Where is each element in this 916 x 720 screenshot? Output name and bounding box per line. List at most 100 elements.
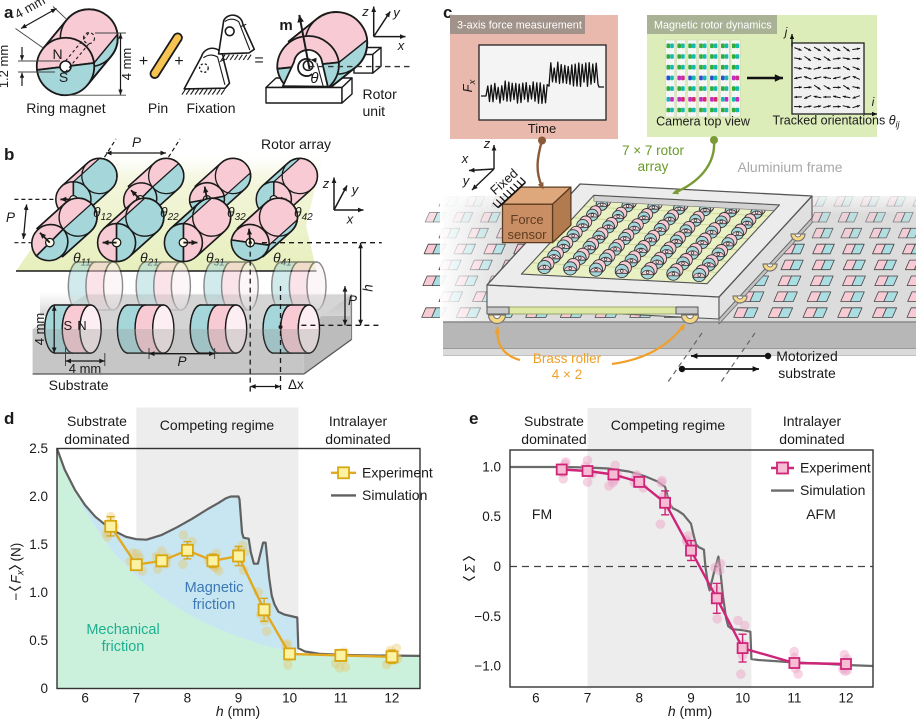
svg-text:0.5: 0.5 (29, 633, 48, 648)
svg-text:Rotor array: Rotor array (261, 136, 331, 152)
svg-text:x: x (397, 38, 405, 53)
svg-text:9: 9 (687, 691, 695, 706)
svg-text:h (mm): h (mm) (668, 703, 712, 719)
svg-text:4 mm: 4 mm (32, 313, 47, 346)
svg-text:1.0: 1.0 (29, 585, 48, 600)
svg-text:12: 12 (838, 691, 853, 706)
svg-text:4 mm: 4 mm (119, 48, 134, 81)
svg-text:z: z (322, 176, 330, 191)
svg-text:Motorized: Motorized (776, 348, 837, 364)
svg-text:−: − (9, 593, 24, 601)
svg-text:AFM: AFM (806, 506, 836, 522)
svg-text:Substrate: Substrate (524, 413, 584, 429)
svg-text:S: S (63, 318, 72, 333)
svg-text:y: y (392, 5, 401, 20)
svg-text:y: y (462, 173, 471, 188)
svg-text:N: N (52, 46, 62, 62)
svg-text:Magnetic: Magnetic (185, 580, 244, 596)
svg-text:Simulation: Simulation (800, 482, 865, 498)
svg-text:6: 6 (81, 691, 89, 706)
svg-text:e: e (469, 409, 478, 428)
svg-text:substrate: substrate (778, 365, 836, 381)
svg-text:i: i (872, 95, 875, 109)
svg-text:Mechanical: Mechanical (86, 622, 159, 638)
svg-text:x: x (346, 212, 354, 227)
svg-text:11: 11 (334, 691, 348, 706)
svg-text:+: + (174, 53, 183, 70)
svg-text:12: 12 (384, 691, 399, 706)
svg-text:Brass roller: Brass roller (533, 351, 602, 366)
svg-text:9: 9 (235, 691, 243, 706)
svg-text:unit: unit (363, 103, 386, 119)
svg-text:friction: friction (102, 639, 145, 655)
svg-text:11: 11 (787, 691, 801, 706)
svg-text:x: x (461, 151, 469, 166)
svg-text:Ring magnet: Ring magnet (26, 100, 105, 116)
svg-text:Intralayer: Intralayer (783, 413, 842, 429)
svg-text:Competing regime: Competing regime (160, 417, 275, 433)
svg-text:d: d (4, 409, 14, 428)
svg-text:dominated: dominated (325, 431, 390, 447)
svg-text:dominated: dominated (521, 431, 586, 447)
svg-text:7: 7 (133, 691, 141, 706)
svg-text:N: N (77, 318, 86, 333)
svg-text:2.5: 2.5 (29, 441, 48, 456)
svg-text:8: 8 (635, 691, 643, 706)
svg-text:0: 0 (40, 681, 48, 696)
svg-text:m: m (279, 17, 292, 34)
svg-text:c: c (443, 3, 452, 22)
svg-text:8: 8 (184, 691, 192, 706)
svg-text:10: 10 (735, 691, 750, 706)
svg-text:θ: θ (310, 70, 318, 87)
svg-text:1.2 mm: 1.2 mm (0, 45, 11, 88)
svg-text:6: 6 (532, 691, 540, 706)
svg-text:Experiment: Experiment (800, 460, 871, 476)
svg-text:h: h (361, 284, 376, 292)
svg-text:(N): (N) (9, 543, 24, 562)
svg-text:b: b (4, 145, 14, 164)
svg-text:2.0: 2.0 (29, 489, 48, 504)
svg-text:j: j (783, 25, 788, 39)
svg-text:0: 0 (493, 559, 501, 574)
svg-text:Experiment: Experiment (362, 465, 433, 481)
svg-text:10: 10 (282, 691, 297, 706)
svg-text:a: a (4, 3, 14, 22)
svg-text:Aluminium frame: Aluminium frame (737, 159, 842, 175)
svg-text:S: S (59, 69, 68, 85)
svg-text:+: + (139, 53, 148, 70)
svg-text:Pin: Pin (148, 100, 168, 116)
svg-text:4 mm: 4 mm (69, 361, 102, 376)
svg-text:FM: FM (532, 506, 552, 522)
svg-text:Camera top view: Camera top view (656, 115, 751, 129)
svg-text:Δx: Δx (288, 377, 304, 392)
svg-text:Σ: Σ (463, 564, 478, 574)
svg-text:Fixation: Fixation (186, 100, 235, 116)
svg-text:sensor: sensor (507, 227, 547, 242)
svg-text:P: P (132, 135, 141, 150)
svg-text:P: P (6, 210, 15, 225)
svg-text:7 × 7 rotor: 7 × 7 rotor (622, 143, 684, 158)
svg-text:Time: Time (528, 121, 556, 136)
svg-text:1.0: 1.0 (482, 460, 501, 475)
svg-text:h (mm): h (mm) (216, 703, 260, 719)
svg-text:Magnetic rotor dynamics: Magnetic rotor dynamics (654, 20, 772, 32)
svg-text:0.5: 0.5 (482, 509, 501, 524)
svg-text:z: z (361, 4, 369, 19)
svg-text:friction: friction (193, 597, 236, 613)
svg-text:Intralayer: Intralayer (329, 413, 388, 429)
svg-text:Competing regime: Competing regime (611, 417, 726, 433)
svg-text:y: y (351, 182, 360, 197)
svg-text:P: P (177, 354, 186, 369)
svg-text:Simulation: Simulation (362, 487, 427, 503)
svg-text:−1.0: −1.0 (474, 659, 501, 674)
svg-text:Tracked orientations θij: Tracked orientations θij (772, 114, 900, 130)
svg-text:Force: Force (510, 212, 543, 227)
svg-text:1.5: 1.5 (29, 537, 48, 552)
svg-text:=: = (254, 52, 263, 69)
svg-text:dominated: dominated (779, 431, 844, 447)
svg-text:z: z (483, 136, 491, 151)
svg-text:array: array (638, 159, 669, 174)
svg-text:P: P (348, 293, 357, 308)
svg-text:Substrate: Substrate (49, 377, 109, 393)
svg-text:7: 7 (584, 691, 592, 706)
